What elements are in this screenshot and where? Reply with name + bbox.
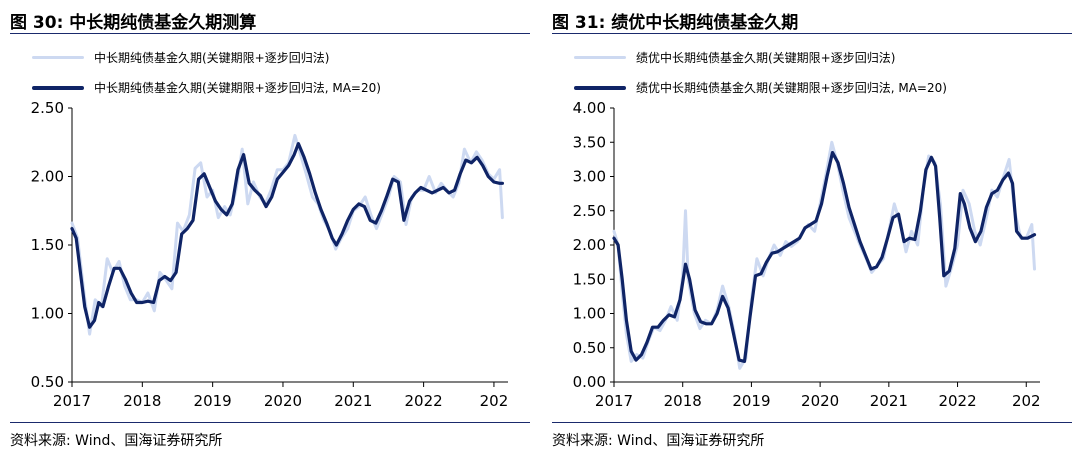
y-tick-label: 1.50 (31, 236, 64, 254)
x-tick-label: 2018 (664, 392, 702, 410)
source-note: 资料来源: Wind、国海证券研究所 (10, 433, 223, 449)
x-tick-label: 2020 (801, 392, 839, 410)
legend-item-raw: 中长期纯债基金久期(关键期限+逐步回归法) (32, 49, 329, 66)
title-rule (552, 33, 1072, 34)
series-line-raw (612, 140, 1036, 370)
x-tick-label: 202 (1012, 392, 1041, 410)
legend-label-ma: 中长期纯债基金久期(关键期限+逐步回归法, MA=20) (94, 81, 381, 95)
figure-title: 图 30: 中长期纯债基金久期测算 (10, 13, 257, 33)
legend-item-ma: 绩优中长期纯债基金久期(关键期限+逐步回归法, MA=20) (574, 79, 947, 96)
x-tick-label: 2018 (123, 392, 161, 410)
duration-chart: 0.00 0.50 1.00 1.50 2.00 2.50 3.00 3.50 4.00 2017… (573, 99, 1041, 410)
legend-swatch-raw (32, 56, 84, 59)
x-tick-label: 2022 (938, 392, 976, 410)
legend-swatch-ma (574, 85, 626, 90)
chart-panel-right: 图 31: 绩优中长期纯债基金久期 绩优中长期纯债基金久期(关键期限+逐步回归法… (552, 0, 1080, 467)
x-tick-label: 202 (480, 392, 509, 410)
legend-item-ma: 中长期纯债基金久期(关键期限+逐步回归法, MA=20) (32, 79, 381, 96)
x-tick-label: 2021 (870, 392, 908, 410)
y-tick-label: 1.00 (31, 305, 64, 323)
y-tick-label: 2.50 (573, 202, 606, 220)
legend-label-raw: 中长期纯债基金久期(关键期限+逐步回归法) (94, 51, 330, 65)
y-tick-label: 4.00 (573, 99, 606, 117)
duration-chart: 0.50 1.00 1.50 2.00 2.50 2017 2018 2019 2020 2021… (31, 99, 509, 410)
y-tick-label: 2.00 (573, 236, 606, 254)
chart-panel-left: 图 30: 中长期纯债基金久期测算 中长期纯债基金久期(关键期限+逐步回归法) … (10, 0, 540, 467)
series-line-ma (70, 142, 504, 329)
legend-label-raw: 绩优中长期纯债基金久期(关键期限+逐步回归法) (636, 51, 896, 65)
y-tick-label: 0.00 (573, 373, 606, 391)
y-tick-label: 1.50 (573, 270, 606, 288)
legend-item-raw: 绩优中长期纯债基金久期(关键期限+逐步回归法) (574, 49, 895, 66)
legend-swatch-ma (32, 85, 84, 90)
source-note: 资料来源: Wind、国海证券研究所 (552, 433, 765, 449)
legend-label-ma: 绩优中长期纯债基金久期(关键期限+逐步回归法, MA=20) (636, 81, 947, 95)
x-tick-label: 2017 (53, 392, 91, 410)
y-tick-label: 2.00 (31, 168, 64, 186)
x-tick-label: 2017 (595, 392, 633, 410)
y-tick-label: 0.50 (573, 339, 606, 357)
figure-title: 图 31: 绩优中长期纯债基金久期 (552, 13, 799, 33)
y-tick-label: 1.00 (573, 305, 606, 323)
x-tick-label: 2021 (334, 392, 372, 410)
source-rule (10, 422, 530, 423)
x-tick-label: 2019 (194, 392, 232, 410)
legend-swatch-raw (574, 56, 626, 59)
y-tick-label: 0.50 (31, 373, 64, 391)
y-tick-label: 2.50 (31, 99, 64, 117)
x-tick-label: 2019 (732, 392, 770, 410)
series-line-ma (612, 150, 1037, 363)
x-tick-label: 2022 (405, 392, 443, 410)
y-tick-label: 3.50 (573, 133, 606, 151)
y-tick-label: 3.00 (573, 168, 606, 186)
x-tick-label: 2020 (264, 392, 302, 410)
title-rule (10, 33, 530, 34)
source-rule (552, 422, 1072, 423)
